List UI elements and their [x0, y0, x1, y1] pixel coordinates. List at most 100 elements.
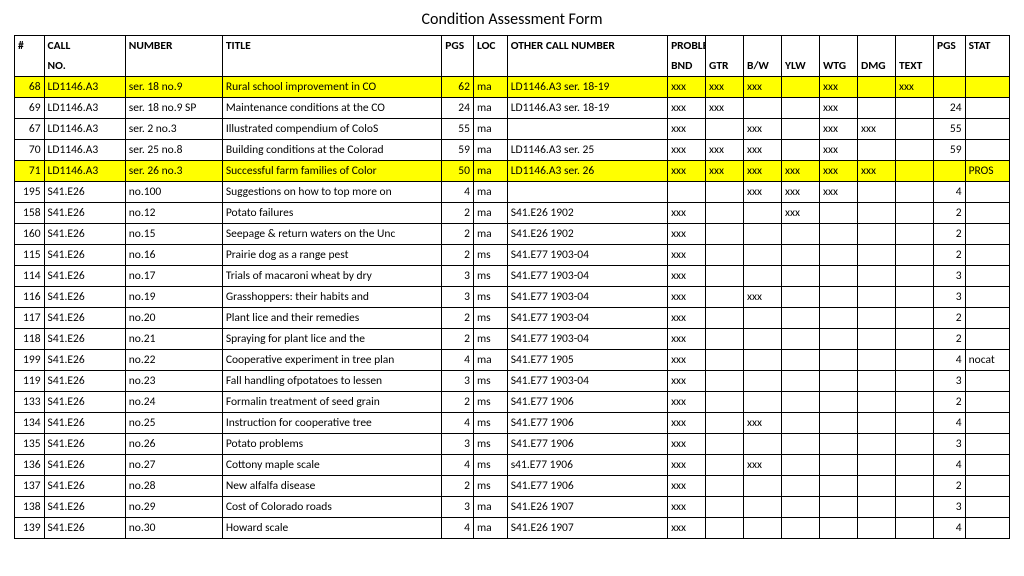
prob-wtg [820, 266, 858, 287]
prob-bnd: xxx [668, 476, 706, 497]
other-call: S41.E77 1906 [507, 413, 667, 434]
number: no.15 [125, 224, 222, 245]
number: ser. 2 no.3 [125, 119, 222, 140]
prob-gtr: xxx [706, 140, 744, 161]
pgs2: 4 [933, 455, 965, 476]
pgs: 2 [442, 203, 474, 224]
prob-ylw [782, 329, 820, 350]
prob-gtr [706, 413, 744, 434]
prob-ylw [782, 392, 820, 413]
prob-dmg [857, 371, 895, 392]
stat [965, 329, 1009, 350]
table-row: 138S41.E26no.29Cost of Colorado roads3ma… [15, 497, 1010, 518]
pgs2: 55 [933, 119, 965, 140]
prob-bnd: xxx [668, 266, 706, 287]
call-no: S41.E26 [44, 182, 125, 203]
prob-bw: xxx [744, 119, 782, 140]
col-header-loc [473, 56, 507, 77]
prob-wtg [820, 329, 858, 350]
prob-text [895, 140, 933, 161]
prob-wtg [820, 497, 858, 518]
row-num: 119 [15, 371, 45, 392]
loc: ma [473, 497, 507, 518]
prob-ylw [782, 434, 820, 455]
stat [965, 413, 1009, 434]
pgs: 4 [442, 182, 474, 203]
loc: ma [473, 77, 507, 98]
prob-bnd: xxx [668, 203, 706, 224]
prob-text [895, 98, 933, 119]
call-no: S41.E26 [44, 497, 125, 518]
call-no: S41.E26 [44, 371, 125, 392]
col-header-prob-ylw: YLW [782, 56, 820, 77]
row-num: 68 [15, 77, 45, 98]
loc: ma [473, 182, 507, 203]
pgs2: 3 [933, 371, 965, 392]
prob-bw [744, 266, 782, 287]
prob-gtr [706, 287, 744, 308]
prob-dmg [857, 98, 895, 119]
stat: PROS [965, 161, 1009, 182]
table-row: 133S41.E26no.24Formalin treatment of see… [15, 392, 1010, 413]
loc: ms [473, 266, 507, 287]
prob-gtr [706, 455, 744, 476]
number: ser. 26 no.3 [125, 161, 222, 182]
pgs2: 2 [933, 245, 965, 266]
call-no: S41.E26 [44, 434, 125, 455]
col-header-prob-bnd: BND [668, 56, 706, 77]
prob-text [895, 329, 933, 350]
pgs: 24 [442, 98, 474, 119]
prob-dmg [857, 518, 895, 539]
other-call: S41.E26 1907 [507, 497, 667, 518]
prob-dmg [857, 413, 895, 434]
table-row: 67LD1146.A3ser. 2 no.3Illustrated compen… [15, 119, 1010, 140]
pgs2 [933, 77, 965, 98]
prob-bw [744, 434, 782, 455]
prob-ylw [782, 518, 820, 539]
col-header-prob-dmg: DMG [857, 56, 895, 77]
pgs2: 2 [933, 392, 965, 413]
prob-ylw [782, 98, 820, 119]
col-header-title: TITLE [222, 36, 441, 57]
title: Potato failures [222, 203, 441, 224]
col-header-prob-wtg: WTG [820, 56, 858, 77]
prob-gtr [706, 245, 744, 266]
prob-bnd: xxx [668, 119, 706, 140]
col-header-prob-wtg [820, 36, 858, 57]
prob-dmg [857, 392, 895, 413]
call-no: S41.E26 [44, 392, 125, 413]
prob-text [895, 371, 933, 392]
prob-dmg [857, 287, 895, 308]
prob-bnd: xxx [668, 392, 706, 413]
prob-wtg: xxx [820, 77, 858, 98]
prob-text [895, 245, 933, 266]
table-row: 69LD1146.A3ser. 18 no.9 SPMaintenance co… [15, 98, 1010, 119]
prob-bw: xxx [744, 455, 782, 476]
call-no: S41.E26 [44, 245, 125, 266]
header-row: #CALLNUMBERTITLEPGSLOCOTHER CALL NUMBERP… [15, 36, 1010, 57]
number: no.24 [125, 392, 222, 413]
col-header-title [222, 56, 441, 77]
stat [965, 434, 1009, 455]
other-call: S41.E26 1902 [507, 203, 667, 224]
other-call: S41.E26 1902 [507, 224, 667, 245]
prob-ylw [782, 77, 820, 98]
title: Cottony maple scale [222, 455, 441, 476]
col-header-prob-bnd: PROBLEMS [668, 36, 706, 57]
col-header-pgs [442, 56, 474, 77]
prob-bnd: xxx [668, 161, 706, 182]
prob-text [895, 455, 933, 476]
title: Trials of macaroni wheat by dry [222, 266, 441, 287]
pgs: 2 [442, 392, 474, 413]
title: Cost of Colorado roads [222, 497, 441, 518]
pgs2: 2 [933, 476, 965, 497]
col-header-row-num: # [15, 36, 45, 57]
prob-text [895, 413, 933, 434]
prob-bw [744, 371, 782, 392]
loc: ma [473, 350, 507, 371]
table-row: 115S41.E26no.16Prairie dog as a range pe… [15, 245, 1010, 266]
loc: ma [473, 224, 507, 245]
prob-dmg [857, 140, 895, 161]
number: no.17 [125, 266, 222, 287]
other-call: S41.E77 1906 [507, 392, 667, 413]
